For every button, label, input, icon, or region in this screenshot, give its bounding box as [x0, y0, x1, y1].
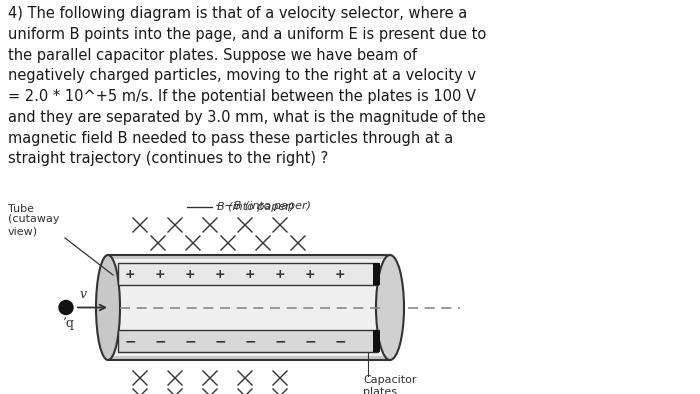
Ellipse shape: [96, 255, 120, 360]
Ellipse shape: [376, 255, 404, 360]
Bar: [108, 259, 390, 356]
Text: +: +: [274, 268, 286, 281]
Text: v: v: [80, 288, 87, 301]
Text: +: +: [215, 268, 225, 281]
Text: B (into paper): B (into paper): [217, 202, 294, 212]
Text: +: +: [125, 268, 135, 281]
Text: 4) The following diagram is that of a velocity selector, where a
uniform B point: 4) The following diagram is that of a ve…: [8, 6, 486, 166]
Bar: [118, 330, 378, 352]
Bar: [373, 263, 380, 285]
Text: ’q: ’q: [62, 318, 74, 331]
Text: −: −: [124, 334, 136, 348]
Text: −: −: [334, 334, 346, 348]
Text: −: −: [304, 334, 316, 348]
Text: +: +: [185, 268, 195, 281]
Text: view): view): [8, 226, 38, 236]
Text: Tube: Tube: [8, 204, 34, 214]
Text: +: +: [304, 268, 315, 281]
Text: −: −: [274, 334, 286, 348]
Bar: [108, 255, 390, 360]
Text: −: −: [184, 334, 196, 348]
Text: (cutaway: (cutaway: [8, 214, 60, 224]
Text: +: +: [245, 268, 255, 281]
Text: −: −: [244, 334, 256, 348]
Bar: [118, 263, 378, 285]
Bar: [373, 330, 380, 352]
Text: −: −: [154, 334, 166, 348]
Text: −−B (into paper): −−B (into paper): [215, 201, 311, 211]
Circle shape: [59, 301, 73, 314]
Text: +: +: [335, 268, 345, 281]
Text: +: +: [155, 268, 165, 281]
Text: −: −: [214, 334, 226, 348]
Text: Capacitor
plates: Capacitor plates: [363, 375, 416, 394]
